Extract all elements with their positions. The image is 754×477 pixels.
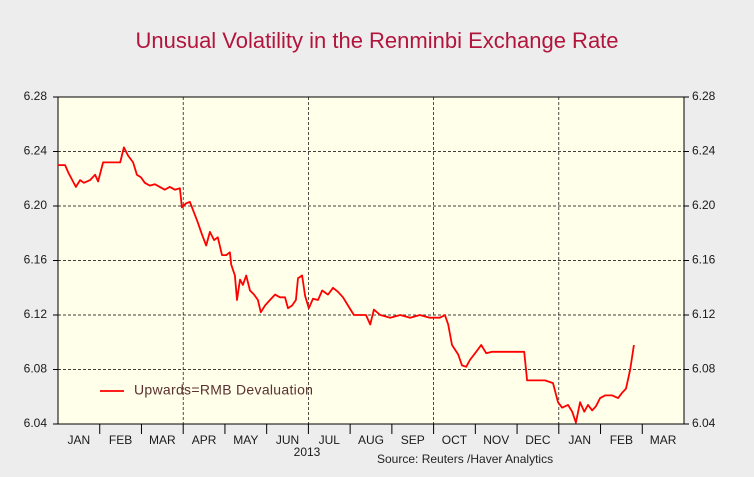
chart-title: Unusual Volatility in the Renminbi Excha… (135, 28, 618, 53)
y2-tick-label: 6.20 (692, 198, 716, 212)
x-tick-label: JUN (276, 433, 299, 447)
source-note: Source: Reuters /Haver Analytics (377, 452, 553, 466)
x-tick-label: MAR (149, 433, 176, 447)
x-tick-label: FEB (610, 433, 633, 447)
plot-frame (57, 96, 685, 425)
x-tick-label: JAN (68, 433, 91, 447)
x-tick-label: MAR (650, 433, 677, 447)
data-line (58, 146, 635, 424)
x-tick-label: DEC (525, 433, 551, 447)
x-tick-label: FEB (109, 433, 132, 447)
x-tick-label: OCT (442, 433, 468, 447)
y2-tick-label: 6.28 (692, 89, 716, 103)
x-tick-label: SEP (401, 433, 425, 447)
y-tick-label: 6.08 (24, 362, 48, 376)
y-tick-label: 6.12 (24, 307, 48, 321)
x-tick-label: AUG (358, 433, 384, 447)
x-tick-label: MAY (233, 433, 258, 447)
y2-tick-label: 6.16 (692, 253, 716, 267)
y-tick-label: 6.04 (24, 416, 48, 430)
x-tick-label: NOV (483, 433, 509, 447)
y-tick-label: 6.24 (24, 144, 48, 158)
y2-tick-label: 6.08 (692, 362, 716, 376)
x-tick-label: JUL (319, 433, 341, 447)
y-tick-label: 6.16 (24, 253, 48, 267)
y-tick-label: 6.20 (24, 198, 48, 212)
y2-tick-label: 6.12 (692, 307, 716, 321)
y-tick-label: 6.28 (24, 89, 48, 103)
y2-tick-label: 6.24 (692, 144, 716, 158)
x-tick-label: JAN (568, 433, 591, 447)
legend-label: Upwards=RMB Devaluation (134, 382, 313, 398)
y2-tick-label: 6.04 (692, 416, 716, 430)
x-tick-label: APR (192, 433, 217, 447)
year-label: 2013 (294, 445, 321, 459)
